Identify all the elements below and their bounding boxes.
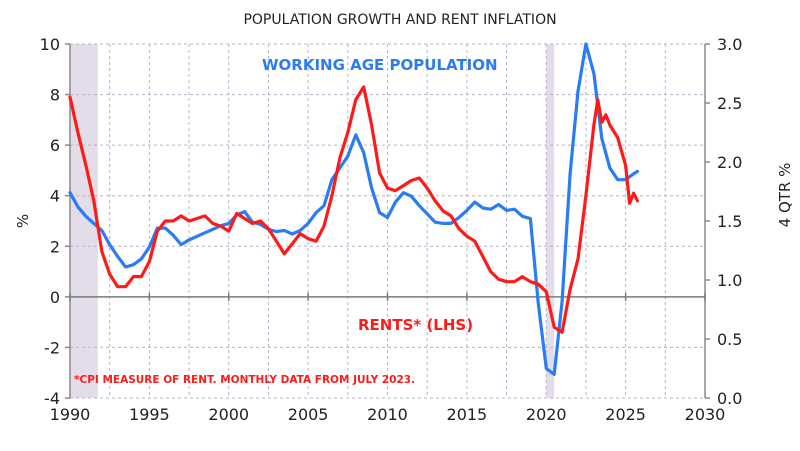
- x-tick-label: 2025: [605, 405, 646, 424]
- x-tick-label: 2015: [447, 405, 488, 424]
- right-tick-label: 2.5: [717, 94, 742, 113]
- left-tick-label: 10: [40, 35, 60, 54]
- data-series: [68, 42, 640, 376]
- rents-line: [68, 85, 640, 334]
- right-tick-label: 1.0: [717, 271, 742, 290]
- left-tick-label: 2: [50, 237, 60, 256]
- left-tick-label: -2: [44, 338, 60, 357]
- left-tick-label: 0: [50, 288, 60, 307]
- left-tick-label: 4: [50, 187, 60, 206]
- x-tick-label: 1995: [129, 405, 170, 424]
- right-axis-title: 4 QTR %: [776, 163, 794, 228]
- gridlines: [70, 43, 705, 399]
- recession-shading: [70, 44, 555, 398]
- right-tick-label: 2.0: [717, 153, 742, 172]
- axes: 10 8 6 4 2 0 -2 -4 3.0 2.5 2.0 1.5 1.0 0.5 0.0 1990 1995…: [40, 35, 743, 424]
- x-tick-label: 2000: [208, 405, 249, 424]
- left-tick-label: -4: [44, 389, 60, 408]
- x-tick-label: 2020: [526, 405, 567, 424]
- x-tick-label: 2010: [367, 405, 408, 424]
- left-tick-label: 8: [50, 86, 60, 105]
- right-tick-label: 0.5: [717, 330, 742, 349]
- shaded-period: [546, 44, 555, 398]
- working-age-population-line: [68, 42, 640, 376]
- right-tick-label: 0.0: [717, 389, 742, 408]
- x-tick-label: 2005: [288, 405, 329, 424]
- right-tick-label: 3.0: [717, 35, 742, 54]
- rents-label: RENTS* (LHS): [358, 316, 473, 334]
- x-tick-label: 1990: [50, 405, 91, 424]
- left-tick-label: 6: [50, 136, 60, 155]
- left-axis-title: %: [14, 214, 32, 228]
- working-age-population-label: WORKING AGE POPULATION: [262, 56, 498, 74]
- x-tick-label: 2030: [685, 405, 726, 424]
- chart-title: POPULATION GROWTH AND RENT INFLATION: [243, 12, 556, 28]
- footnote: *CPI MEASURE OF RENT. MONTHLY DATA FROM …: [74, 374, 415, 386]
- shaded-period: [70, 44, 98, 398]
- right-tick-label: 1.5: [717, 212, 742, 231]
